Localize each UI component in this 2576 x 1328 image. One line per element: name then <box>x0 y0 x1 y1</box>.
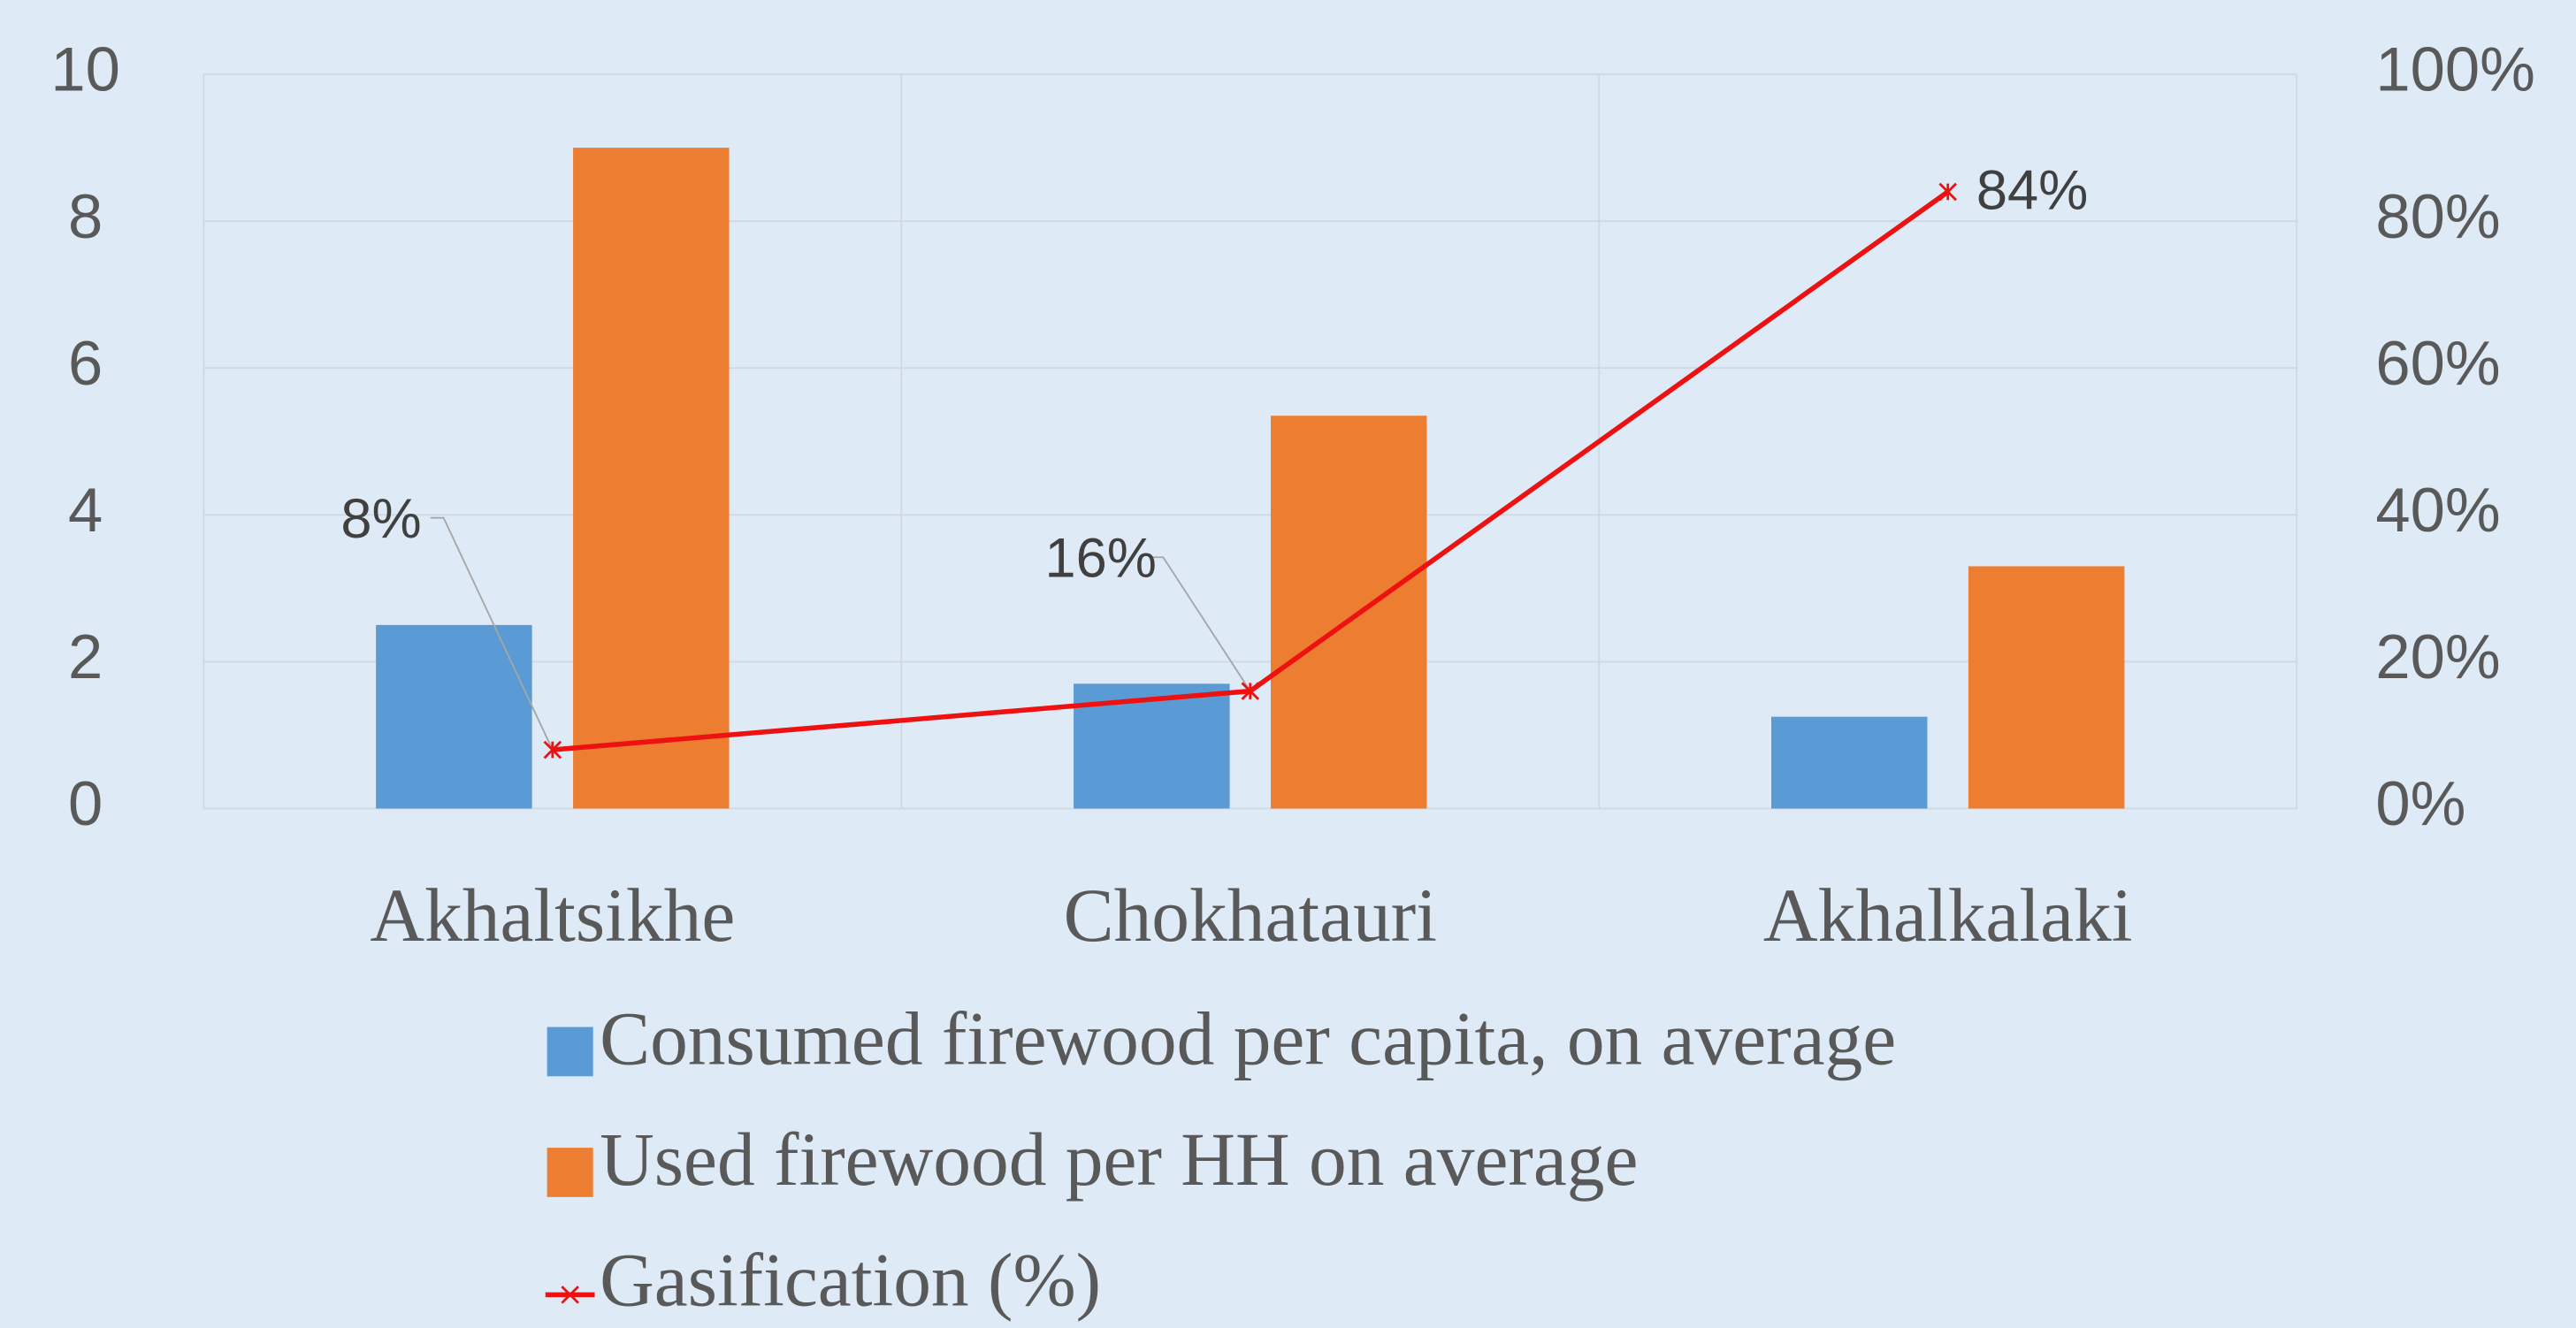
legend-label: Gasification (%) <box>600 1240 1101 1323</box>
y-tick-label: 8 <box>68 181 103 251</box>
y-tick-label: 0 <box>68 768 103 838</box>
line-marker <box>1241 682 1260 700</box>
y2-tick-label: 40% <box>2375 475 2500 545</box>
y-tick-label: 4 <box>68 475 103 545</box>
y-tick-label: 6 <box>68 328 103 398</box>
y2-tick-label: 80% <box>2375 181 2500 251</box>
bar <box>376 624 532 809</box>
x-tick-label: Akhalkalaki <box>1763 874 2133 958</box>
bar <box>1770 716 1928 809</box>
data-label: 16% <box>1045 528 1157 590</box>
legend-label: Consumed firewood per capita, on average <box>600 997 1896 1080</box>
data-label: 8% <box>340 488 421 550</box>
legend-label: Used firewood per HH on average <box>600 1118 1638 1202</box>
bar <box>1968 566 2125 809</box>
leader-line <box>430 516 554 751</box>
line-marker <box>543 740 562 759</box>
leader-line <box>1150 556 1251 692</box>
y-tick-label: 10 <box>50 34 120 104</box>
legend-swatch <box>547 1148 593 1197</box>
x-tick-label: Akhaltsikhe <box>370 874 735 958</box>
y2-tick-label: 20% <box>2375 622 2500 691</box>
y2-tick-label: 100% <box>2375 34 2535 104</box>
bar <box>1270 416 1427 809</box>
line-marker <box>1938 182 1957 202</box>
y2-tick-label: 60% <box>2375 328 2500 398</box>
bar <box>573 148 730 809</box>
y2-tick-label: 0% <box>2375 768 2465 838</box>
legend-swatch <box>547 1027 593 1077</box>
legend-marker <box>561 1286 579 1304</box>
y-tick-label: 2 <box>68 622 103 691</box>
data-label: 84% <box>1976 159 2088 221</box>
x-tick-label: Chokhatauri <box>1064 874 1437 958</box>
